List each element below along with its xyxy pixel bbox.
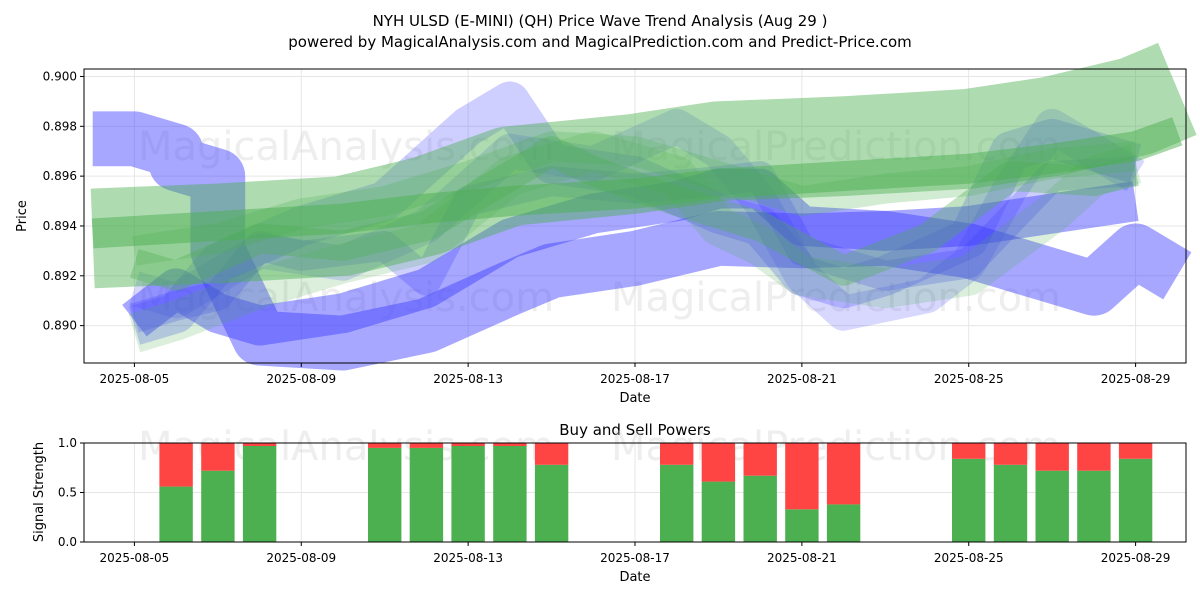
sell-bar bbox=[743, 443, 777, 476]
price-x-tick-label: 2025-08-17 bbox=[600, 372, 670, 386]
sell-bar bbox=[785, 443, 819, 510]
price-grid bbox=[84, 69, 1186, 363]
power-y-ticks: 0.0 0.5 1.0 bbox=[58, 436, 84, 549]
sell-bar bbox=[534, 443, 569, 465]
buy-bar bbox=[368, 447, 402, 542]
sell-bar bbox=[159, 443, 193, 487]
sell-bar bbox=[1035, 443, 1069, 471]
price-series bbox=[90, 42, 1197, 371]
sell-bar bbox=[952, 443, 986, 459]
buy-bar bbox=[952, 458, 986, 542]
sell-bar bbox=[368, 443, 402, 448]
buy-bar bbox=[826, 504, 861, 542]
power-x-tick-label: 2025-08-21 bbox=[767, 551, 837, 565]
price-y-label: Price bbox=[15, 200, 30, 232]
price-x-label: Date bbox=[619, 391, 650, 406]
sell-bar bbox=[826, 443, 861, 505]
price-x-ticks: 2025-08-05 2025-08-09 2025-08-13 2025-08-17… bbox=[100, 363, 1171, 386]
sell-bar bbox=[451, 443, 485, 446]
power-x-tick-label: 2025-08-13 bbox=[433, 551, 503, 565]
price-y-tick-label: 0.892 bbox=[43, 269, 77, 283]
price-y-ticks: 0.890 0.892 0.894 0.896 0.898 0.900 bbox=[43, 69, 84, 333]
sell-bar bbox=[1118, 443, 1153, 459]
sell-bar bbox=[993, 443, 1028, 465]
price-x-tick-label: 2025-08-13 bbox=[433, 372, 503, 386]
price-y-tick-label: 0.898 bbox=[43, 119, 77, 133]
power-bars bbox=[159, 443, 1153, 542]
power-x-label: Date bbox=[619, 570, 650, 585]
sell-bar bbox=[660, 443, 694, 465]
chart-title: NYH ULSD (E-MINI) (QH) Price Wave Trend … bbox=[373, 12, 828, 30]
buy-bar bbox=[993, 464, 1028, 542]
buy-bar bbox=[701, 481, 736, 542]
price-panel: MagicalAnalysis.com MagicalPrediction.co… bbox=[15, 42, 1197, 406]
power-x-tick-label: 2025-08-09 bbox=[266, 551, 336, 565]
chart-subtitle: powered by MagicalAnalysis.com and Magic… bbox=[288, 33, 912, 51]
power-x-tick-label: 2025-08-25 bbox=[934, 551, 1004, 565]
buy-bar bbox=[743, 475, 777, 542]
sell-bar bbox=[409, 443, 444, 448]
buy-bar bbox=[785, 509, 819, 542]
price-y-tick-label: 0.890 bbox=[43, 319, 77, 333]
watermark-prediction-bottom: MagicalPrediction.com bbox=[611, 275, 1061, 321]
buy-bar bbox=[201, 470, 235, 542]
power-title: Buy and Sell Powers bbox=[559, 421, 711, 439]
sell-bar bbox=[701, 443, 736, 482]
buy-bar bbox=[534, 464, 569, 542]
price-x-tick-label: 2025-08-09 bbox=[266, 372, 336, 386]
buy-bar bbox=[1118, 458, 1153, 542]
bull-wave-band-7 bbox=[130, 136, 1140, 291]
price-watermarks: MagicalAnalysis.com MagicalPrediction.co… bbox=[138, 124, 1061, 321]
sell-bar bbox=[1077, 443, 1111, 471]
price-y-tick-label: 0.894 bbox=[43, 219, 77, 233]
buy-bar bbox=[159, 486, 193, 542]
price-x-tick-label: 2025-08-29 bbox=[1101, 372, 1171, 386]
bull-wave-band-8 bbox=[128, 131, 1142, 353]
price-x-tick-label: 2025-08-21 bbox=[767, 372, 837, 386]
price-y-tick-label: 0.896 bbox=[43, 169, 77, 183]
power-y-tick-label: 1.0 bbox=[58, 436, 77, 450]
price-x-tick-label: 2025-08-05 bbox=[100, 372, 170, 386]
price-y-tick-label: 0.900 bbox=[43, 69, 77, 83]
power-panel: Buy and Sell Powers MagicalAnalysis.com … bbox=[32, 421, 1187, 585]
power-x-ticks: 2025-08-05 2025-08-09 2025-08-13 2025-08-17… bbox=[100, 542, 1171, 565]
power-x-tick-label: 2025-08-17 bbox=[600, 551, 670, 565]
sell-bar bbox=[201, 443, 235, 471]
buy-bar bbox=[242, 446, 277, 542]
watermark-analysis-top: MagicalAnalysis.com bbox=[138, 124, 554, 170]
buy-bar bbox=[493, 446, 527, 542]
buy-bar bbox=[409, 447, 444, 542]
sell-bar bbox=[242, 443, 277, 446]
buy-bar bbox=[451, 446, 485, 542]
power-x-tick-label: 2025-08-05 bbox=[100, 551, 170, 565]
watermark-analysis-power: MagicalAnalysis.com bbox=[138, 424, 554, 470]
watermark-analysis-bottom: MagicalAnalysis.com bbox=[138, 275, 554, 321]
buy-bar bbox=[1035, 470, 1069, 542]
buy-bar bbox=[1077, 470, 1111, 542]
bull-wave-band-6 bbox=[91, 117, 1183, 249]
power-x-tick-label: 2025-08-29 bbox=[1101, 551, 1171, 565]
bear-wave-band-4 bbox=[130, 156, 1137, 333]
bear-wave-band-0 bbox=[92, 111, 1192, 371]
power-y-tick-label: 0.5 bbox=[58, 486, 77, 500]
bear-wave-band-3 bbox=[129, 108, 1145, 331]
power-y-label: Signal Strength bbox=[32, 442, 47, 542]
buy-bar bbox=[660, 464, 694, 542]
power-y-tick-label: 0.0 bbox=[58, 535, 77, 549]
sell-bar bbox=[493, 443, 527, 446]
bull-wave-band-9 bbox=[132, 131, 1137, 266]
price-x-tick-label: 2025-08-25 bbox=[934, 372, 1004, 386]
